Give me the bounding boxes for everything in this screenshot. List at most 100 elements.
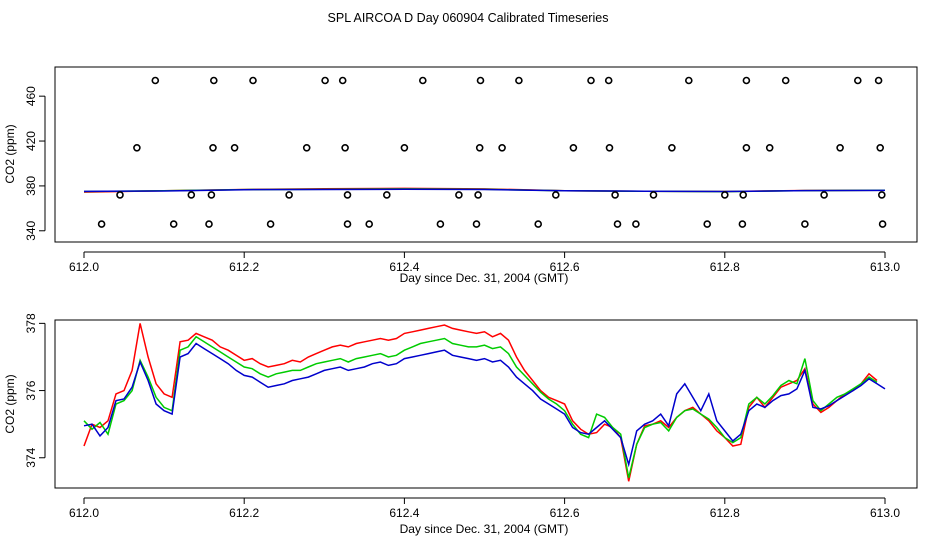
scatter-point (365, 220, 374, 228)
scatter-x-tick-label: 612.6 (550, 260, 580, 274)
timeseries-plot-frame (54, 319, 918, 489)
scatter-plot-frame (54, 66, 918, 243)
scatter-x-tick-label: 612.8 (710, 260, 740, 274)
timeseries-x-label: Day since Dec. 31, 2004 (GMT) (400, 522, 569, 536)
scatter-point (341, 144, 349, 152)
scatter-point (476, 76, 485, 85)
figure-title: SPL AIRCOA D Day 060904 Calibrated Times… (328, 11, 609, 25)
timeseries-x-tick-label: 613.0 (870, 506, 900, 520)
scatter-point (613, 220, 622, 228)
scatter-point (534, 220, 543, 228)
timeseries-x-tick-label: 612.6 (550, 506, 580, 520)
scatter-point (116, 191, 124, 199)
timeseries-y-label: CO2 (ppm) (3, 374, 17, 433)
scatter-point (475, 144, 484, 152)
scatter-point (474, 191, 482, 199)
timeseries-panel: 612.0 612.2 612.4 612.6 612.8 613.0 374 376 378… (3, 313, 918, 536)
scatter-point (720, 191, 729, 199)
scatter-point (703, 220, 712, 228)
scatter-y-tick-label: 460 (24, 86, 38, 106)
scatter-point (210, 76, 218, 85)
scatter-series-lines (83, 187, 886, 193)
scatter-x-tick-label: 612.4 (389, 260, 419, 274)
scatter-x-tick-label: 612.2 (229, 260, 259, 274)
scatter-point (515, 76, 523, 85)
scatter-point (230, 144, 239, 152)
scatter-x-tick-label: 613.0 (870, 260, 900, 274)
timeseries-y-tick-label: 376 (24, 380, 38, 400)
timeseries-series-red (83, 323, 878, 482)
scatter-point (765, 144, 774, 152)
timeseries-series-lines (83, 323, 886, 482)
scatter-y-axis: 340 380 420 460 (24, 86, 46, 241)
scatter-point (285, 191, 293, 199)
scatter-point (97, 220, 106, 228)
scatter-point (632, 220, 640, 228)
scatter-y-tick-label: 380 (24, 176, 38, 196)
timeseries-y-tick-label: 378 (24, 313, 38, 333)
scatter-point (587, 76, 595, 85)
scatter-point (400, 144, 409, 152)
scatter-point (551, 191, 560, 199)
scatter-point (604, 76, 613, 85)
scatter-series-blue (83, 188, 886, 193)
scatter-point (605, 144, 614, 152)
scatter-point (418, 76, 427, 85)
scatter-point (742, 144, 751, 152)
scatter-y-tick-label: 420 (24, 131, 38, 151)
timeseries-y-tick-label: 374 (24, 447, 38, 467)
scatter-point (836, 144, 844, 152)
scatter-point (343, 220, 352, 228)
timeseries-x-tick-label: 612.2 (229, 506, 259, 520)
scatter-point (302, 144, 311, 152)
scatter-point (343, 191, 352, 199)
scatter-point (249, 76, 257, 85)
scatter-point (878, 220, 887, 228)
timeseries-x-tick-label: 612.0 (69, 506, 99, 520)
scatter-point (668, 144, 676, 152)
scatter-point (266, 220, 275, 228)
scatter-point (820, 191, 828, 199)
scatter-x-label: Day since Dec. 31, 2004 (GMT) (400, 271, 569, 285)
scatter-point (169, 220, 178, 228)
scatter-point (853, 76, 862, 85)
scatter-point (877, 191, 886, 199)
scatter-point (187, 191, 196, 199)
timeseries-x-axis: 612.0 612.2 612.4 612.6 612.8 613.0 (69, 497, 900, 520)
scatter-panel: 612.0 612.2 612.4 612.6 612.8 613.0 340 380 420… (3, 66, 918, 285)
scatter-point (321, 76, 329, 85)
scatter-point (569, 144, 578, 152)
scatter-point (742, 76, 751, 85)
scatter-point (684, 76, 693, 85)
scatter-point (611, 191, 619, 199)
scatter-point (649, 191, 658, 199)
scatter-point (781, 76, 790, 85)
scatter-point (133, 144, 141, 152)
scatter-point (498, 144, 506, 152)
scatter-point (455, 191, 463, 199)
scatter-y-label: CO2 (ppm) (3, 124, 17, 183)
scatter-point (739, 191, 748, 199)
scatter-point (205, 220, 213, 228)
scatter-point (151, 76, 160, 85)
scatter-point (209, 144, 217, 152)
scatter-y-tick-label: 340 (24, 220, 38, 240)
scatter-point (436, 220, 445, 228)
scatter-x-tick-label: 612.0 (69, 260, 99, 274)
timeseries-x-tick-label: 612.4 (389, 506, 419, 520)
scatter-x-axis: 612.0 612.2 612.4 612.6 612.8 613.0 (69, 251, 900, 274)
scatter-point (338, 76, 347, 85)
scatter-point (874, 76, 883, 85)
scatter-point (382, 191, 391, 199)
scatter-point (472, 220, 481, 228)
scatter-points (97, 76, 887, 228)
scatter-point (207, 191, 216, 199)
scatter-point (876, 144, 885, 152)
scatter-point (801, 220, 809, 228)
scatter-point (738, 220, 747, 228)
timeseries-y-axis: 374 376 378 (24, 313, 46, 468)
timeseries-series-green (83, 335, 878, 479)
timeseries-series-blue (83, 342, 886, 468)
timeseries-x-tick-label: 612.8 (710, 506, 740, 520)
